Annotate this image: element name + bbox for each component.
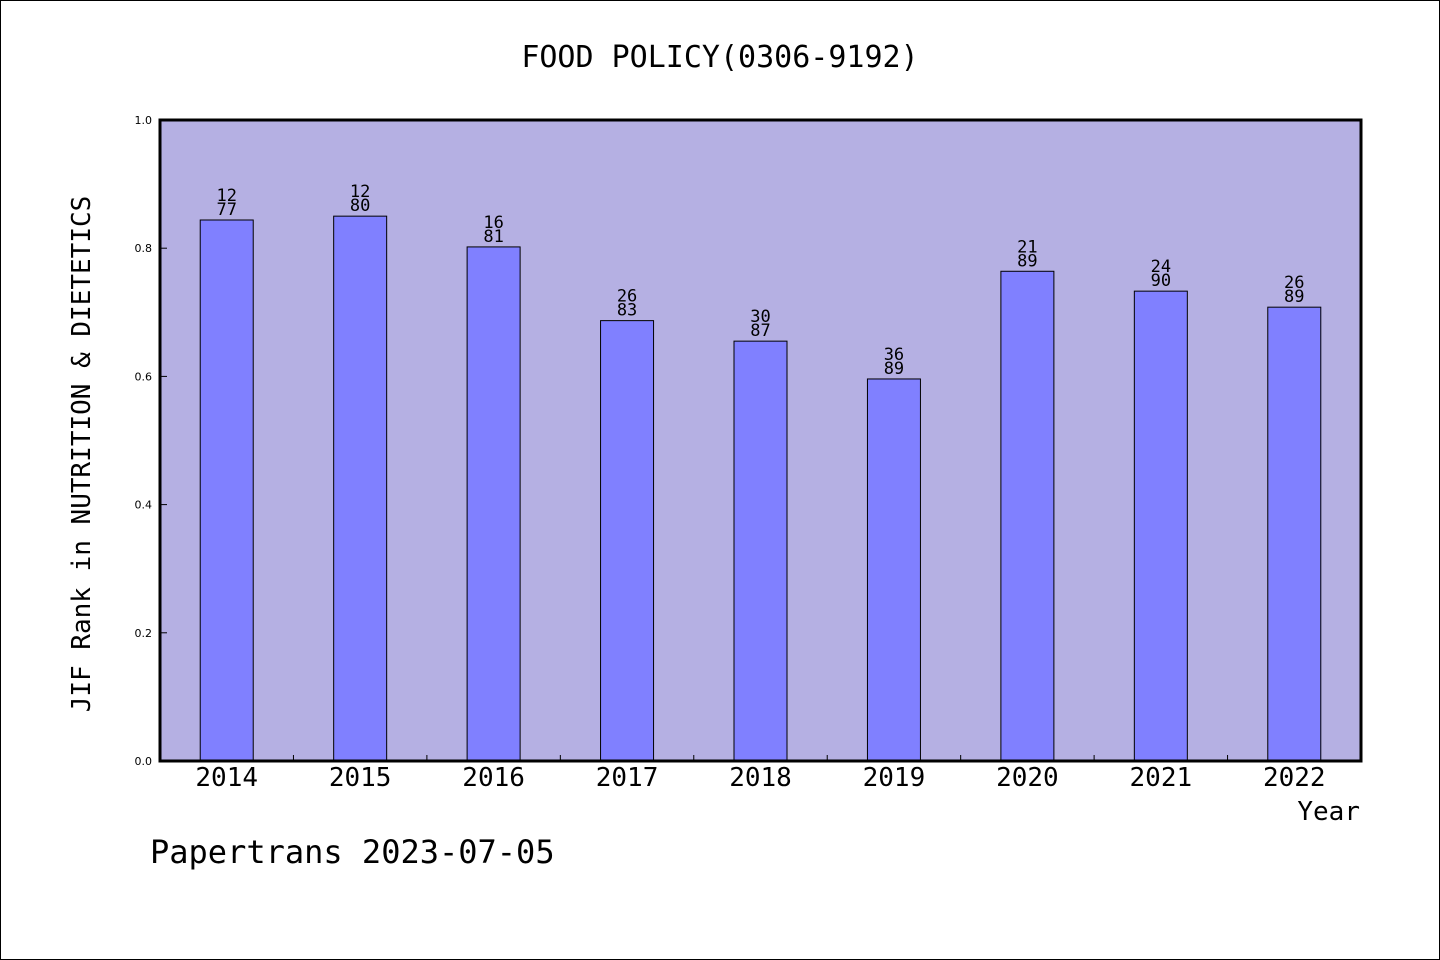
- bar-2020: [1000, 270, 1055, 762]
- y-tick-label: 0.4: [135, 499, 153, 512]
- bar-rank-label: 12: [216, 186, 236, 206]
- y-tick-label: 0.2: [135, 627, 153, 640]
- x-tick-label: 2015: [329, 763, 392, 793]
- y-axis-label: JIF Rank in NUTRITION & DIETETICS: [67, 196, 97, 713]
- x-axis: 2014 2015 2016 2017 2018 2019 2020 2021 2022: [195, 755, 1326, 793]
- y-tick-label: 0.0: [135, 755, 153, 768]
- x-tick-label: 2014: [195, 763, 258, 793]
- bar-2018: [733, 340, 788, 762]
- bar-total-label: 81: [483, 227, 503, 247]
- x-tick-label: 2016: [462, 763, 525, 793]
- bar-total-label: 80: [350, 196, 370, 216]
- bars-group: [199, 215, 1322, 762]
- y-tick-label: 1.0: [135, 114, 153, 127]
- x-tick-label: 2019: [863, 763, 926, 793]
- bar-2019: [866, 378, 921, 762]
- y-tick-label: 0.8: [135, 242, 153, 255]
- plot-border: [158, 118, 1363, 763]
- bar-total-label: 83: [617, 301, 637, 321]
- x-tick-label: 2018: [729, 763, 792, 793]
- bar-rank-label: 12: [350, 182, 370, 202]
- bar-total-label: 89: [884, 359, 904, 379]
- bar-rank-label: 16: [483, 213, 503, 233]
- bar-rank-label: 26: [617, 287, 637, 307]
- chart-title: FOOD POLICY(0306-9192): [521, 40, 918, 75]
- bar-total-label: 90: [1151, 271, 1171, 291]
- bar-total-label: 77: [216, 200, 236, 220]
- x-axis-label: Year: [1297, 797, 1360, 827]
- bar-total-label: 89: [1284, 287, 1304, 307]
- y-tick-label: 0.6: [135, 370, 153, 383]
- bar-rank-label: 36: [884, 345, 904, 365]
- bar-rank-label: 26: [1284, 273, 1304, 293]
- x-tick-label: 2022: [1263, 763, 1326, 793]
- bar-rank-label: 24: [1151, 257, 1171, 277]
- x-tick-label: 2020: [996, 763, 1059, 793]
- bar-total-label: 87: [750, 321, 770, 341]
- x-tick-label: 2021: [1130, 763, 1193, 793]
- x-tick-label: 2017: [596, 763, 659, 793]
- bar-rank-label: 21: [1017, 237, 1037, 257]
- bar-2022: [1267, 306, 1322, 762]
- bar-2015: [333, 215, 388, 762]
- bar-2021: [1133, 290, 1188, 762]
- y-axis: 0.0 0.2 0.4 0.6 0.8 1.0: [135, 114, 167, 768]
- bar-2017: [600, 320, 655, 762]
- footer-source: Papertrans 2023-07-05: [150, 833, 555, 871]
- bar-2014: [199, 219, 254, 762]
- bar-rank-label: 30: [750, 307, 770, 327]
- bar-2016: [466, 246, 521, 762]
- bar-total-label: 89: [1017, 251, 1037, 271]
